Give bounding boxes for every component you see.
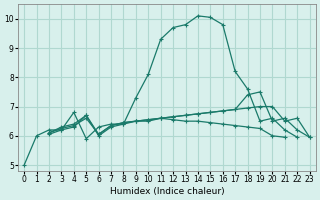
X-axis label: Humidex (Indice chaleur): Humidex (Indice chaleur) <box>109 187 224 196</box>
